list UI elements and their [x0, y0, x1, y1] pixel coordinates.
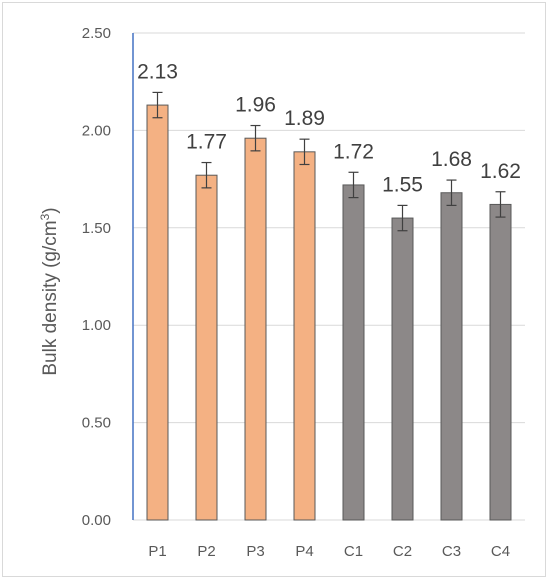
bar-c3 [440, 192, 463, 521]
data-label-p2: 1.77 [186, 131, 227, 154]
x-tick-label-p2: P2 [197, 543, 215, 560]
data-label-c2: 1.55 [382, 173, 423, 196]
y-tick-label: 0.00 [82, 512, 111, 529]
bar-c1 [342, 184, 365, 521]
y-tick-label: 2.00 [82, 122, 111, 139]
data-labels: 2.13 1.77 1.96 1.89 1.72 1.55 1.68 1.62 [137, 60, 521, 196]
y-axis-label-main: Bulk density (g/cm [40, 220, 61, 375]
data-label-c1: 1.72 [333, 140, 374, 163]
y-tick-label: 1.50 [82, 220, 111, 237]
error-bars [152, 91, 506, 232]
data-label-c3: 1.68 [431, 148, 472, 171]
y-tick-label: 0.50 [82, 415, 111, 432]
y-tick-labels: 0.00 0.50 1.00 1.50 2.00 2.50 [82, 25, 111, 529]
data-label-p1: 2.13 [137, 60, 178, 83]
data-label-p4: 1.89 [284, 107, 325, 130]
y-axis-label-superscript: 3 [38, 213, 52, 220]
y-axis-label-suffix: ) [40, 207, 61, 213]
x-tick-label-c4: C4 [491, 543, 510, 560]
bar-p1 [146, 104, 169, 521]
bar-p2 [195, 174, 218, 521]
bar-c2 [391, 217, 414, 521]
bar-p4 [293, 151, 316, 521]
x-tick-label-c1: C1 [344, 543, 363, 560]
x-tick-label-p4: P4 [295, 543, 313, 560]
x-tick-label-p1: P1 [148, 543, 166, 560]
x-tick-label-p3: P3 [246, 543, 264, 560]
y-tick-label: 1.00 [82, 317, 111, 334]
y-tick-label: 2.50 [82, 25, 111, 42]
x-tick-label-c3: C3 [442, 543, 461, 560]
bar-p3 [244, 137, 267, 521]
chart-frame [2, 2, 546, 577]
data-label-c4: 1.62 [480, 160, 521, 183]
bar-c4 [489, 203, 512, 521]
x-tick-labels: P1 P2 P3 P4 C1 C2 C3 C4 [148, 543, 510, 560]
data-label-p3: 1.96 [235, 94, 276, 117]
y-axis-label: Bulk density (g/cm3) [38, 207, 61, 375]
x-tick-label-c2: C2 [393, 543, 412, 560]
bars [146, 104, 512, 521]
gridlines [133, 32, 525, 521]
